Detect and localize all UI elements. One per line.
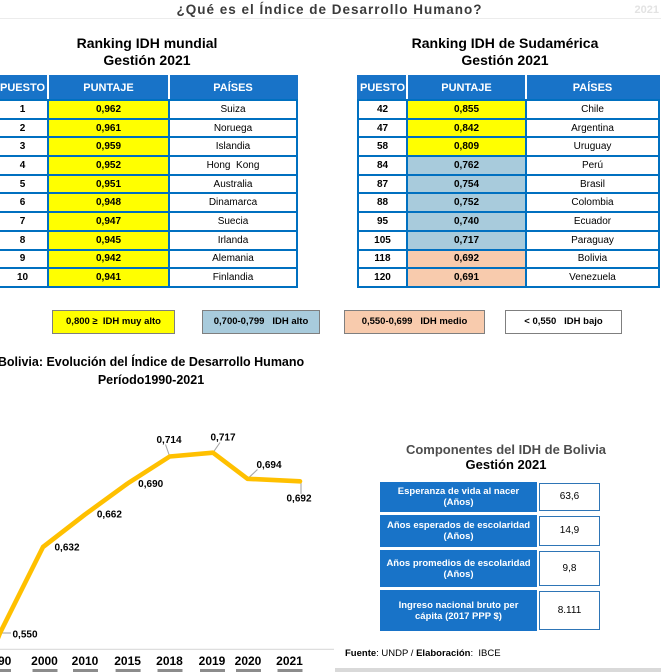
svg-text:0,717: 0,717 xyxy=(210,433,235,444)
svg-text:2019: 2019 xyxy=(199,654,226,668)
svg-text:2018: 2018 xyxy=(156,654,183,668)
svg-text:0,694: 0,694 xyxy=(256,460,281,471)
svg-text:2020: 2020 xyxy=(235,654,262,668)
svg-text:0,662: 0,662 xyxy=(97,510,122,521)
svg-text:0,690: 0,690 xyxy=(138,479,163,490)
svg-text:0,714: 0,714 xyxy=(156,435,181,446)
svg-text:2015: 2015 xyxy=(114,654,141,668)
svg-text:2021: 2021 xyxy=(276,654,303,668)
svg-text:0,550: 0,550 xyxy=(12,630,37,641)
svg-text:0,692: 0,692 xyxy=(286,494,311,505)
svg-text:2000: 2000 xyxy=(31,654,58,668)
svg-text:2010: 2010 xyxy=(72,654,99,668)
svg-text:1990: 1990 xyxy=(0,654,12,668)
svg-text:0,632: 0,632 xyxy=(54,543,79,554)
